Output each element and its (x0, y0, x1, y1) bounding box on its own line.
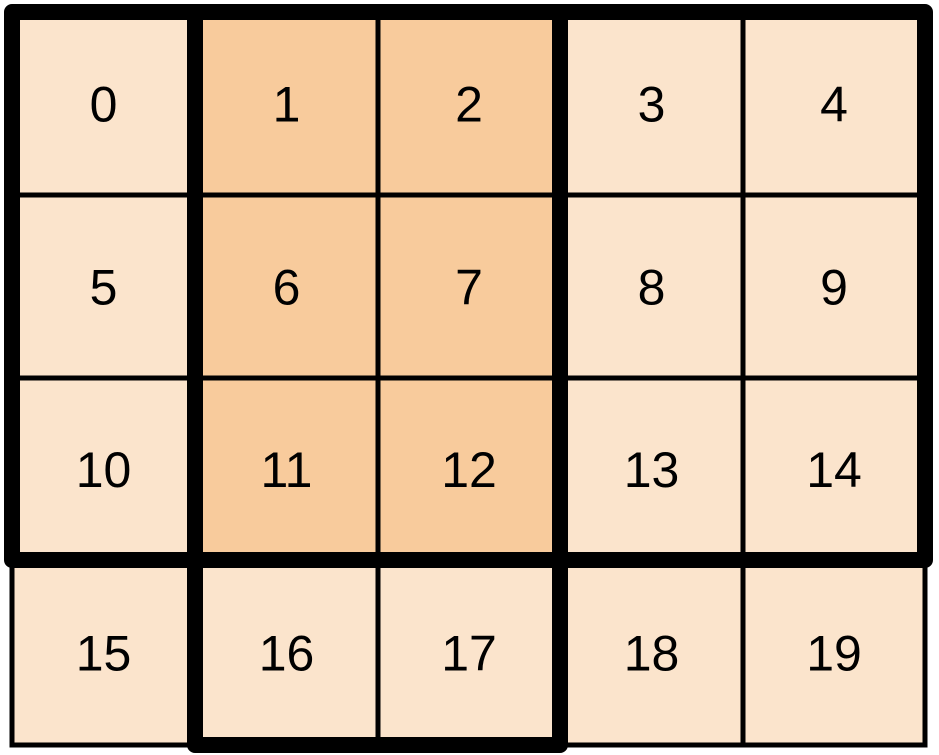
bold-region-outline-1 (187, 4, 568, 753)
cell-label: 10 (76, 442, 132, 498)
cell-label: 6 (273, 260, 301, 316)
grid-cell (740, 192, 928, 381)
cell-label: 2 (455, 77, 483, 133)
highlighted-cell (192, 375, 381, 563)
cell-label: 4 (820, 77, 848, 133)
cell-label: 0 (90, 77, 118, 133)
cell-label: 16 (259, 626, 315, 682)
grid-cell (557, 375, 746, 563)
cell-label: 5 (90, 260, 118, 316)
grid-cell (740, 557, 928, 748)
cell-label: 15 (76, 626, 132, 682)
cell-label: 1 (273, 77, 301, 133)
cell-label: 8 (638, 260, 666, 316)
highlighted-cell (192, 9, 381, 198)
grid-cell (557, 557, 746, 748)
grid-cell (375, 557, 563, 748)
grid-cell (9, 557, 198, 748)
cell-label: 3 (638, 77, 666, 133)
cell-label: 13 (624, 442, 680, 498)
cell-label: 12 (441, 442, 497, 498)
highlighted-cell (375, 192, 563, 381)
cell-label: 18 (624, 626, 680, 682)
cell-label: 19 (806, 626, 862, 682)
cell-label: 11 (261, 442, 313, 498)
cell-label: 7 (455, 260, 483, 316)
cell-label: 9 (820, 260, 848, 316)
cell-label: 17 (441, 626, 497, 682)
cell-label: 14 (806, 442, 862, 498)
